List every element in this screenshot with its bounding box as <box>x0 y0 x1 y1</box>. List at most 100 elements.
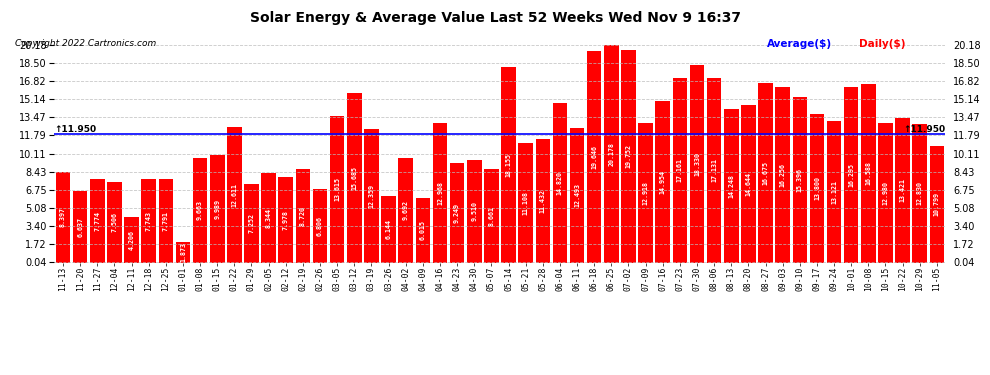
Text: 7.506: 7.506 <box>112 212 118 232</box>
Text: 11.108: 11.108 <box>523 190 529 214</box>
Bar <box>895 118 910 262</box>
Text: 7.252: 7.252 <box>248 213 254 233</box>
Bar <box>175 242 190 262</box>
Text: 12.359: 12.359 <box>368 184 374 208</box>
Bar <box>724 109 739 262</box>
Bar <box>913 124 927 262</box>
Bar <box>484 169 499 262</box>
Bar <box>621 50 636 262</box>
Text: 17.161: 17.161 <box>677 158 683 182</box>
Text: Solar Energy & Average Value Last 52 Weeks Wed Nov 9 16:37: Solar Energy & Average Value Last 52 Wee… <box>249 11 741 25</box>
Text: 9.510: 9.510 <box>471 201 477 221</box>
Bar <box>193 158 207 262</box>
Bar <box>878 123 893 262</box>
Bar <box>278 177 293 262</box>
Text: 4.206: 4.206 <box>129 230 135 250</box>
Text: Daily($): Daily($) <box>859 39 906 50</box>
Bar <box>227 127 242 262</box>
Text: 6.806: 6.806 <box>317 216 323 236</box>
Bar <box>55 172 70 262</box>
Bar <box>416 198 430 262</box>
Bar <box>775 87 790 262</box>
Text: 8.720: 8.720 <box>300 206 306 225</box>
Text: 6.015: 6.015 <box>420 220 426 240</box>
Bar <box>758 83 773 262</box>
Text: 8.661: 8.661 <box>488 206 494 226</box>
Bar <box>570 128 584 262</box>
Text: 7.743: 7.743 <box>146 211 151 231</box>
Text: Copyright 2022 Cartronics.com: Copyright 2022 Cartronics.com <box>15 39 156 48</box>
Bar <box>501 67 516 262</box>
Text: 10.799: 10.799 <box>934 192 940 216</box>
Bar <box>536 139 550 262</box>
Bar <box>690 65 704 262</box>
Text: 15.396: 15.396 <box>797 168 803 192</box>
Bar <box>519 143 533 262</box>
Text: 12.830: 12.830 <box>917 182 923 206</box>
Bar <box>142 179 156 262</box>
Bar <box>707 78 722 262</box>
Bar <box>125 217 139 262</box>
Text: 6.144: 6.144 <box>385 219 392 239</box>
Bar <box>843 87 858 262</box>
Text: ↑11.950: ↑11.950 <box>903 125 945 134</box>
Text: 15.685: 15.685 <box>351 166 357 190</box>
Bar <box>398 158 413 262</box>
Bar <box>347 93 361 262</box>
Text: 7.791: 7.791 <box>162 210 169 231</box>
Bar <box>107 182 122 262</box>
Bar <box>793 96 807 262</box>
Text: 9.692: 9.692 <box>403 200 409 220</box>
Text: Average($): Average($) <box>767 39 833 50</box>
Text: 13.421: 13.421 <box>900 178 906 202</box>
Bar <box>330 116 345 262</box>
Text: 14.820: 14.820 <box>557 171 563 195</box>
Text: 12.980: 12.980 <box>882 180 888 204</box>
Text: 13.121: 13.121 <box>831 180 838 204</box>
Text: 12.968: 12.968 <box>437 181 443 205</box>
Text: 19.752: 19.752 <box>626 144 632 168</box>
Text: 6.637: 6.637 <box>77 217 83 237</box>
Text: 9.249: 9.249 <box>454 202 460 223</box>
Text: 17.131: 17.131 <box>711 158 717 182</box>
Bar <box>810 114 825 262</box>
Text: 13.615: 13.615 <box>335 177 341 201</box>
Text: 7.978: 7.978 <box>283 210 289 230</box>
Bar <box>672 78 687 262</box>
Bar <box>296 168 310 262</box>
Bar <box>433 123 447 262</box>
Text: 14.248: 14.248 <box>729 174 735 198</box>
Bar <box>313 189 328 262</box>
Text: 9.663: 9.663 <box>197 200 203 220</box>
Bar <box>827 121 842 262</box>
Bar <box>210 155 225 262</box>
Text: 8.344: 8.344 <box>265 207 271 228</box>
Bar <box>449 163 464 262</box>
Text: 20.178: 20.178 <box>608 142 615 166</box>
Text: 18.330: 18.330 <box>694 152 700 176</box>
Bar <box>742 105 755 262</box>
Bar <box>73 191 87 262</box>
Bar <box>364 129 379 262</box>
Bar <box>552 103 567 262</box>
Text: 12.918: 12.918 <box>643 181 648 205</box>
Bar <box>655 101 670 262</box>
Bar <box>158 178 173 262</box>
Bar <box>90 179 105 262</box>
Bar <box>604 45 619 262</box>
Bar <box>261 172 276 262</box>
Bar <box>587 51 602 262</box>
Text: 14.954: 14.954 <box>659 170 665 194</box>
Text: 16.675: 16.675 <box>762 160 768 184</box>
Text: 1.873: 1.873 <box>180 242 186 262</box>
Bar <box>930 146 944 262</box>
Text: 12.611: 12.611 <box>232 183 238 207</box>
Text: 16.295: 16.295 <box>848 163 854 187</box>
Text: 11.432: 11.432 <box>540 189 545 213</box>
Bar <box>467 160 481 262</box>
Text: 16.256: 16.256 <box>780 163 786 187</box>
Text: 12.493: 12.493 <box>574 183 580 207</box>
Text: 9.989: 9.989 <box>214 199 220 219</box>
Text: 7.774: 7.774 <box>94 211 100 231</box>
Text: 13.800: 13.800 <box>814 176 820 200</box>
